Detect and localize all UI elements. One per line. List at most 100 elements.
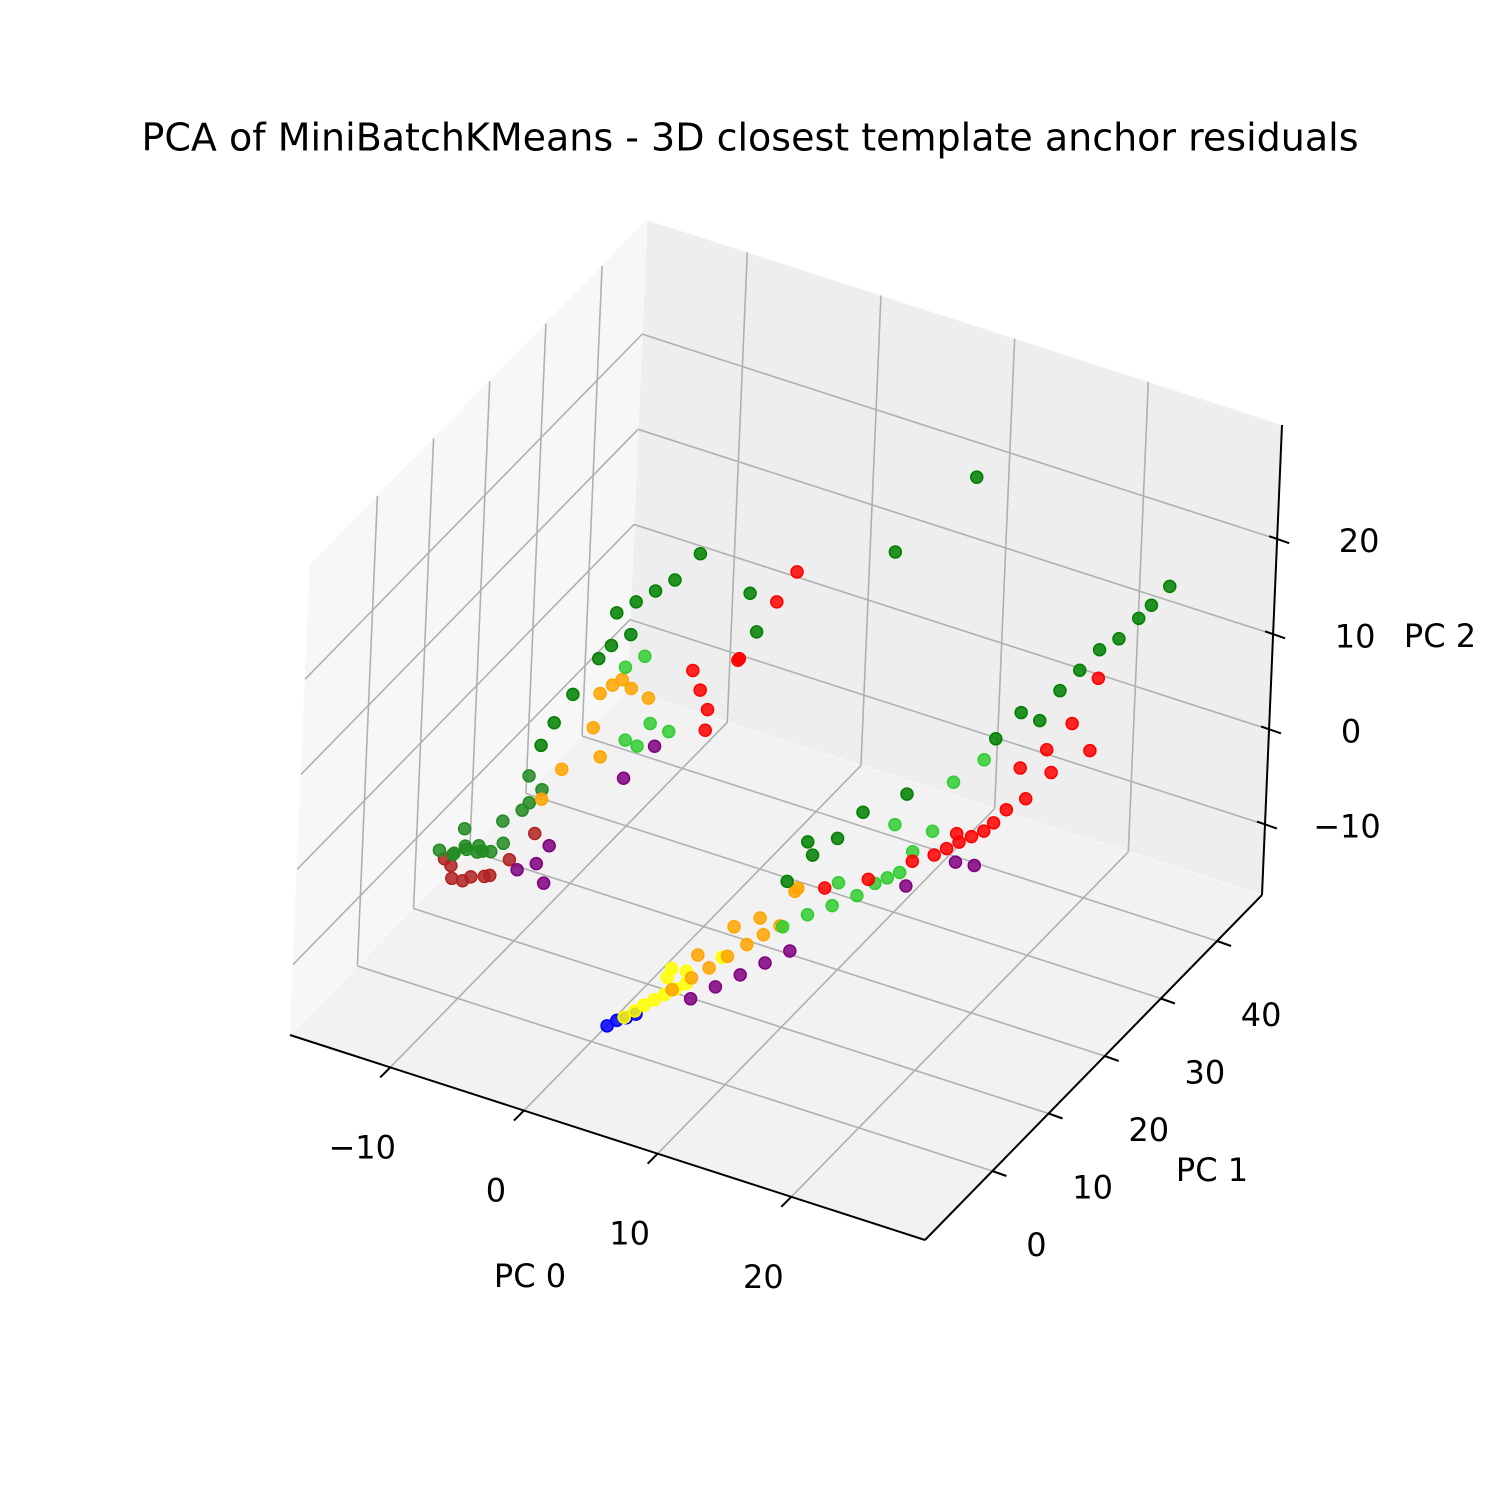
point <box>791 881 805 895</box>
point <box>790 565 804 579</box>
point <box>977 824 991 838</box>
point <box>753 911 767 925</box>
point <box>780 874 794 889</box>
point <box>861 872 876 887</box>
point <box>731 653 745 668</box>
point <box>888 817 902 832</box>
grid-line <box>637 428 1274 636</box>
point <box>698 723 713 738</box>
grid-line <box>389 721 728 1068</box>
point <box>510 863 524 877</box>
point <box>1163 579 1177 594</box>
grid-line <box>581 735 1218 942</box>
point <box>528 826 542 841</box>
point <box>970 470 984 484</box>
point <box>830 831 845 846</box>
point <box>522 796 537 810</box>
grid-line <box>525 323 547 794</box>
x-axis-label: PC 0 <box>494 1257 566 1295</box>
point <box>999 802 1014 817</box>
point <box>817 881 832 895</box>
point <box>977 753 991 767</box>
point <box>880 871 895 885</box>
panes <box>289 218 1283 1241</box>
grid-line <box>304 333 643 680</box>
point <box>888 545 903 559</box>
points <box>432 470 1177 1033</box>
point <box>593 750 607 764</box>
grid-line <box>993 338 1016 809</box>
point <box>743 586 757 601</box>
point <box>534 792 549 806</box>
point <box>604 638 619 653</box>
point <box>432 843 447 857</box>
point <box>615 672 630 687</box>
x-tick <box>513 1109 525 1122</box>
point <box>758 956 772 970</box>
x-tick-label: −10 <box>328 1128 396 1166</box>
point <box>964 829 979 844</box>
y-tick-label: 20 <box>1128 1111 1169 1149</box>
point <box>629 595 643 609</box>
point <box>459 842 474 857</box>
y-tick <box>1048 1112 1063 1120</box>
point <box>805 848 820 862</box>
point <box>475 844 490 858</box>
point <box>457 821 472 836</box>
point <box>967 858 982 873</box>
point <box>899 879 913 893</box>
chart-title: PCA of MiniBatchKMeans - 3D closest temp… <box>141 116 1358 160</box>
z-tick <box>1256 820 1278 830</box>
point <box>665 982 679 997</box>
point <box>708 980 723 994</box>
grid-line <box>726 252 749 723</box>
grid-line <box>525 792 1162 1000</box>
z-tick <box>1260 725 1282 735</box>
z-axis-line <box>1261 424 1283 896</box>
point <box>825 898 839 913</box>
point <box>686 663 700 678</box>
x-axis-line <box>289 1034 926 1241</box>
point <box>637 998 651 1012</box>
point <box>1083 743 1097 758</box>
point <box>641 691 656 705</box>
z-tick <box>1268 535 1290 545</box>
point <box>683 992 698 1006</box>
x-tick <box>646 1152 659 1165</box>
point <box>1033 713 1047 728</box>
grid-line <box>357 965 993 1172</box>
grid-line <box>657 808 996 1155</box>
point <box>989 732 1003 746</box>
point <box>586 721 600 735</box>
grid-line <box>641 333 1278 540</box>
point <box>892 865 907 880</box>
point <box>638 649 652 664</box>
point <box>1092 643 1107 657</box>
z-tick-label: 20 <box>1339 522 1380 560</box>
point <box>948 855 963 869</box>
point <box>939 841 954 856</box>
point <box>1131 611 1146 626</box>
point <box>647 993 662 1007</box>
y-tick <box>1104 1055 1120 1062</box>
point <box>693 547 708 561</box>
point <box>1073 663 1087 677</box>
point <box>618 733 632 747</box>
x-tick-label: 0 <box>486 1172 506 1210</box>
y-tick-label: 0 <box>1026 1226 1046 1264</box>
point <box>496 836 511 851</box>
grid-line <box>300 428 639 775</box>
point <box>684 971 699 985</box>
z-tick-label: 10 <box>1335 617 1376 655</box>
point <box>647 739 662 754</box>
y-tick <box>1216 940 1232 947</box>
point <box>949 826 964 841</box>
y-axis-line <box>924 894 1263 1241</box>
z-tick-label: 0 <box>1341 712 1361 750</box>
point <box>542 838 556 853</box>
point <box>547 715 561 730</box>
point <box>749 625 764 639</box>
point <box>1091 671 1106 686</box>
y-tick-label: 10 <box>1072 1169 1113 1207</box>
point <box>691 948 705 962</box>
